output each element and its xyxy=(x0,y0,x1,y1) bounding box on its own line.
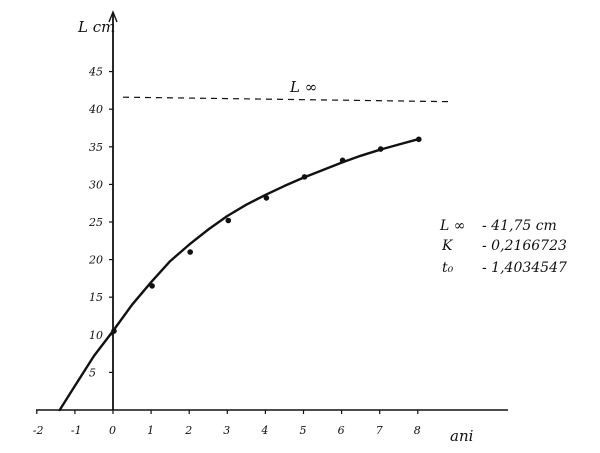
x-axis-ticks: -2 -1 0 1 2 3 4 5 6 7 8 xyxy=(33,410,421,437)
y-axis-ticks: 5 10 15 20 25 30 35 40 45 xyxy=(88,66,113,379)
data-point xyxy=(225,217,232,224)
x-tick-label: 5 xyxy=(300,424,307,437)
x-tick-label: 4 xyxy=(260,424,268,437)
param-linf-value: - 41,75 cm xyxy=(482,218,557,234)
y-tick-label: 15 xyxy=(89,291,103,304)
param-linf-label: L ∞ xyxy=(439,218,465,234)
x-axis-label: ani xyxy=(450,427,474,445)
param-k-label: K xyxy=(441,238,454,254)
y-tick-label: 30 xyxy=(89,178,103,191)
y-axis-arrow xyxy=(108,10,118,23)
asymptote-line xyxy=(122,96,451,103)
plot-area xyxy=(58,96,451,412)
x-tick-label: 8 xyxy=(414,424,421,437)
x-tick-label: -1 xyxy=(71,424,82,437)
x-tick-label: 0 xyxy=(109,424,116,437)
param-t0-value: - 1,4034547 xyxy=(482,260,567,276)
fitted-growth-curve xyxy=(58,138,419,412)
axes xyxy=(36,10,508,411)
y-tick-label: 40 xyxy=(88,103,103,116)
data-point xyxy=(187,249,193,255)
param-k-value: - 0,2166723 xyxy=(482,238,567,254)
x-tick-label: 3 xyxy=(223,424,230,437)
asymptote-label: L ∞ xyxy=(289,78,317,96)
x-tick-label: -2 xyxy=(33,424,44,437)
x-tick-label: 2 xyxy=(184,424,192,437)
parameters-block: L ∞ - 41,75 cm K - 0,2166723 t₀ - 1,4034… xyxy=(439,218,567,276)
param-t0-label: t₀ xyxy=(442,260,454,276)
data-point xyxy=(263,195,270,201)
x-tick-label: 7 xyxy=(376,424,383,437)
y-tick-label: 35 xyxy=(89,141,103,154)
x-tick-label: 6 xyxy=(338,424,345,437)
y-axis-label: L cm xyxy=(77,18,115,36)
y-tick-label: 5 xyxy=(89,366,96,379)
y-tick-label: 20 xyxy=(88,254,103,267)
y-tick-label: 45 xyxy=(88,66,103,79)
y-tick-label: 10 xyxy=(89,329,103,342)
y-tick-label: 25 xyxy=(88,216,103,229)
x-tick-label: 1 xyxy=(147,424,154,437)
